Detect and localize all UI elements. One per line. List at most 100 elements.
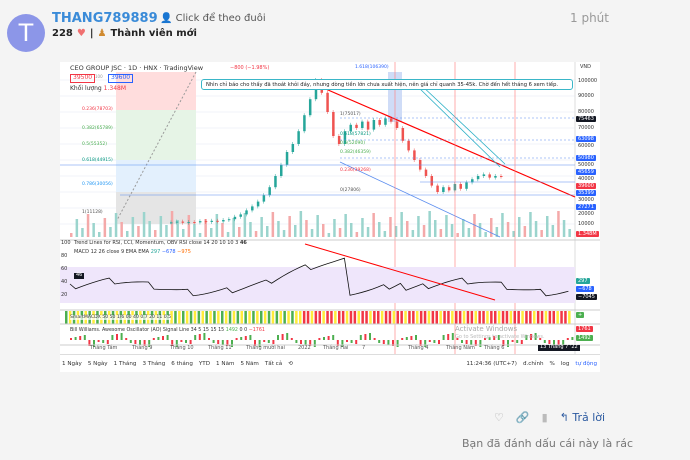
time-axis-label: Tháng Tám [90,345,118,351]
ao-bar [152,338,155,340]
candle [210,220,214,222]
smart-bar [221,311,224,324]
avatar[interactable]: T [7,14,45,52]
rsi-axis-label: 80 [61,253,68,259]
smart-bar [326,311,329,324]
link-icon[interactable]: 🔗 [515,411,530,424]
log-toggle[interactable]: log [560,360,570,367]
reply-button[interactable]: ↰ Trả lời [559,411,606,424]
candle [308,99,312,116]
volume-bar [372,213,375,237]
smart-bar [435,311,438,324]
chart-canvas [60,62,600,354]
ao-bar [355,340,358,344]
smart-bar [279,311,282,324]
bookmark-icon[interactable]: ▮ [541,411,548,424]
follow-button[interactable]: 👤 Click để theo đuôi [160,13,266,24]
volume-bar [456,233,459,237]
smart-bar [462,311,466,324]
ao-bar [428,340,431,342]
volume-bar [406,221,409,237]
volume-bar [551,225,555,237]
rsi-axis-label: 20 [61,292,68,298]
range-button[interactable]: 5 Ngày [87,360,108,367]
candle [442,187,445,192]
trend-line-cyan [419,83,506,165]
ao-bar [525,335,528,340]
ao-bar [208,338,210,340]
candle [175,221,179,223]
range-button[interactable]: 6 tháng [171,360,193,367]
smart-bar [509,311,513,324]
adjust-toggle[interactable]: đ.chỉnh [522,360,544,367]
time-axis-label: Tháng 9 [132,345,153,351]
ao-bar [244,336,247,340]
bid-price[interactable]: 39500 [70,74,96,83]
volume-bar [120,222,123,237]
candle [500,176,503,177]
range-button[interactable]: 1 Tháng [113,360,137,367]
candle [390,118,393,122]
candle [413,150,416,160]
smart-bar [353,311,357,324]
candle [332,112,335,136]
volume-bar [148,221,151,237]
ao-bar [378,340,381,343]
volume-bar [98,232,101,237]
smart-bar [404,311,407,324]
smart-bar [474,311,477,324]
candle [239,214,242,217]
range-button[interactable]: Tất cả [264,360,283,367]
post-time[interactable]: 1 phút [570,11,609,25]
ao-bar [304,340,307,345]
ao-bar [175,340,178,347]
range-button[interactable]: 1 Ngày [62,360,82,367]
smart-bar [427,311,431,324]
ao-bar [465,340,468,344]
ao-bar [364,334,367,340]
volume-bar [305,220,308,237]
time-axis-label: Tháng 6 [484,345,505,351]
volume-bar [411,230,415,237]
volume-bar [210,228,213,237]
volume-bar [389,217,392,237]
username-link[interactable]: THANG789889 [52,11,158,26]
smart-bar [439,311,442,324]
candle [256,201,260,207]
ao-bar [442,335,445,340]
auto-toggle[interactable]: tự động [575,360,597,367]
chart-image[interactable]: CEO GROUP JSC · 1D · HNX · TradingView −… [60,62,600,372]
range-button[interactable]: YTD [198,360,211,367]
volume-bar [226,232,230,237]
smart-bar [263,311,267,324]
ask-price[interactable]: 39600 [108,74,134,83]
percent-toggle[interactable]: % [549,360,555,367]
time-axis-label: Tháng mười hai [246,345,285,351]
candle [181,221,185,223]
range-button[interactable]: 3 Tháng [142,360,166,367]
ao-bar [185,340,187,343]
smart-bar [252,311,255,324]
range-button[interactable]: 1 Năm [216,360,235,367]
like-icon[interactable]: ♡ [494,411,504,424]
candle [465,182,468,189]
smart-bar [412,311,415,324]
smart-bar [322,311,325,324]
ao-bar [456,338,459,340]
smart-bar [256,311,259,324]
candle [361,121,364,128]
compare-icon[interactable]: ⟲ [288,360,293,367]
annotation-note[interactable]: Nhìn chỉ báo cho thấy đã thoát khỏi đáy,… [201,79,573,90]
ao-bar [295,340,298,343]
smart-bar [408,311,411,324]
range-button[interactable]: 5 Năm [240,360,259,367]
fib-zone [116,72,196,110]
candle [447,187,451,191]
ao-bar [111,335,114,340]
volume-bar [204,219,207,237]
smart-bar [568,311,571,324]
volume-bar [422,225,426,237]
price-axis-label: 70000 [578,125,594,131]
price-axis-label: 40000 [578,176,594,183]
ao-bar [212,340,215,343]
